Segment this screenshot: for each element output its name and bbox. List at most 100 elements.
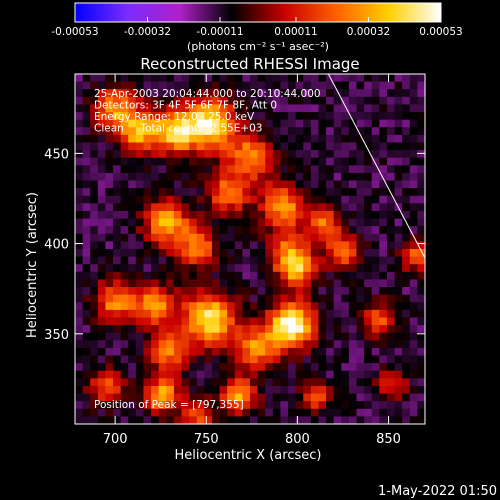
heatmap-cell [204, 378, 213, 387]
heatmap-cell [158, 218, 167, 227]
heatmap-cell [303, 203, 312, 212]
heatmap-cell [371, 264, 380, 273]
heatmap-cell [318, 249, 327, 258]
heatmap-cell [196, 134, 205, 144]
heatmap-cell [75, 363, 84, 372]
heatmap-cell [402, 408, 411, 417]
heatmap-cell [211, 188, 221, 197]
heatmap-cell [303, 393, 312, 402]
heatmap-cell [341, 96, 350, 106]
heatmap-cell [143, 279, 152, 288]
heatmap-cell [189, 363, 198, 372]
heatmap-cell [189, 256, 198, 265]
heatmap-cell [181, 233, 190, 242]
heatmap-cell [90, 180, 99, 189]
heatmap-cell [250, 325, 259, 334]
heatmap-cell [386, 157, 396, 166]
heatmap-cell [135, 81, 145, 90]
heatmap-cell [113, 294, 122, 303]
heatmap-cell [227, 142, 236, 151]
heatmap-cell [196, 210, 205, 220]
heatmap-cell [265, 157, 274, 166]
heatmap-cell [364, 279, 373, 288]
heatmap-cell [135, 271, 145, 281]
heatmap-cell [189, 325, 198, 334]
heatmap-cell [341, 317, 350, 326]
heatmap-cell [280, 119, 289, 128]
heatmap-cell [402, 416, 411, 425]
heatmap-cell [303, 180, 312, 189]
heatmap-cell [204, 150, 213, 159]
heatmap-cell [75, 104, 84, 113]
heatmap-cell [227, 74, 236, 83]
heatmap-cell [75, 81, 84, 90]
heatmap-cell [402, 172, 411, 182]
heatmap-cell [173, 142, 183, 151]
heatmap-cell [173, 104, 183, 113]
heatmap-cell [250, 241, 259, 250]
heatmap-cell [97, 127, 107, 136]
heatmap-cell [105, 150, 114, 159]
heatmap-image [75, 74, 426, 425]
heatmap-cell [166, 347, 175, 357]
heatmap-cell [227, 309, 236, 319]
heatmap-cell [295, 241, 304, 250]
heatmap-cell [326, 271, 335, 281]
heatmap-cell [333, 332, 342, 341]
heatmap-cell [341, 81, 350, 90]
heatmap-cell [227, 294, 236, 303]
heatmap-cell [402, 74, 411, 83]
heatmap-cell [402, 119, 411, 128]
heatmap-cell [158, 210, 167, 220]
heatmap-cell [288, 271, 297, 281]
heatmap-cell [280, 195, 289, 204]
heatmap-cell [128, 241, 137, 250]
heatmap-cell [211, 157, 221, 166]
heatmap-cell [386, 188, 396, 197]
heatmap-cell [196, 302, 205, 311]
heatmap-cell [257, 96, 266, 106]
heatmap-cell [394, 378, 403, 387]
heatmap-cell [90, 340, 99, 349]
heatmap-cell [348, 165, 358, 174]
heatmap-cell [318, 218, 327, 227]
heatmap-cell [234, 241, 243, 250]
heatmap-cell [288, 165, 297, 174]
heatmap-cell [333, 347, 342, 357]
heatmap-cell [364, 112, 373, 121]
heatmap-cell [128, 157, 137, 166]
heatmap-cell [128, 302, 137, 311]
heatmap-cell [280, 302, 289, 311]
heatmap-cell [394, 142, 403, 151]
heatmap-cell [348, 378, 358, 387]
heatmap-cell [227, 340, 236, 349]
heatmap-cell [143, 370, 152, 379]
heatmap-cell [310, 264, 320, 273]
heatmap-cell [272, 385, 282, 395]
heatmap-cell [135, 165, 145, 174]
heatmap-cell [318, 188, 327, 197]
heatmap-cell [341, 89, 350, 98]
heatmap-cell [386, 150, 396, 159]
heatmap-cell [166, 210, 175, 220]
heatmap-cell [75, 210, 84, 220]
heatmap-cell [303, 157, 312, 166]
heatmap-cell [166, 165, 175, 174]
heatmap-cell [135, 287, 145, 296]
heatmap-cell [82, 81, 91, 90]
heatmap-cell [409, 81, 418, 90]
heatmap-cell [105, 370, 114, 379]
heatmap-cell [379, 180, 388, 189]
heatmap-cell [120, 355, 129, 364]
heatmap-cell [371, 96, 380, 106]
heatmap-cell [386, 363, 396, 372]
heatmap-cell [128, 385, 137, 395]
heatmap-cell [356, 195, 365, 204]
heatmap-cell [348, 416, 358, 425]
heatmap-cell [333, 302, 342, 311]
heatmap-cell [166, 180, 175, 189]
heatmap-cell [135, 385, 145, 395]
heatmap-cell [371, 210, 380, 220]
heatmap-cell [265, 195, 274, 204]
heatmap-cell [211, 104, 221, 113]
